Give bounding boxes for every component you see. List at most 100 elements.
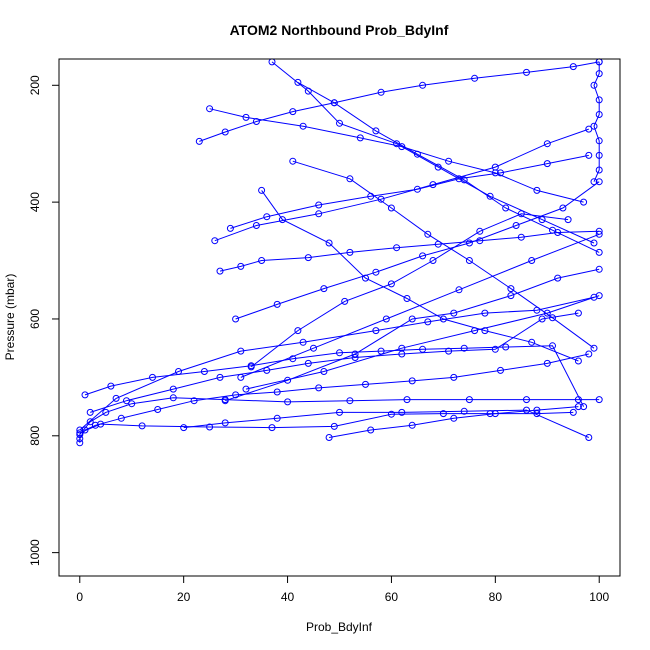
data-point bbox=[590, 344, 598, 352]
data-point bbox=[76, 426, 84, 434]
data-point bbox=[268, 424, 276, 432]
x-axis-label: Prob_BdyInf bbox=[306, 620, 373, 634]
series-line bbox=[79, 411, 574, 434]
data-point bbox=[585, 350, 593, 358]
series-19 bbox=[325, 403, 582, 441]
data-point bbox=[491, 163, 499, 171]
data-point bbox=[325, 239, 333, 247]
data-point bbox=[195, 137, 203, 145]
data-point bbox=[439, 315, 447, 323]
series-21 bbox=[289, 157, 598, 352]
data-point bbox=[559, 204, 567, 212]
data-point bbox=[346, 397, 354, 405]
data-point bbox=[346, 175, 354, 183]
x-tick-label: 0 bbox=[76, 590, 83, 604]
data-point bbox=[580, 198, 588, 206]
data-point bbox=[502, 343, 510, 351]
data-point bbox=[242, 113, 250, 121]
data-point bbox=[112, 394, 120, 402]
series-12 bbox=[247, 210, 572, 371]
data-point bbox=[289, 157, 297, 165]
data-point bbox=[574, 309, 582, 317]
data-point bbox=[273, 414, 281, 422]
data-point bbox=[590, 81, 598, 89]
data-point bbox=[497, 366, 504, 374]
data-point bbox=[237, 262, 245, 270]
series-line bbox=[261, 190, 579, 362]
series-line bbox=[225, 268, 600, 402]
data-point bbox=[117, 414, 125, 422]
data-point bbox=[200, 368, 208, 375]
data-point bbox=[320, 285, 328, 293]
series-line bbox=[240, 233, 600, 378]
data-point bbox=[481, 327, 489, 335]
data-point bbox=[429, 257, 437, 264]
data-point bbox=[382, 315, 390, 323]
series-line bbox=[183, 409, 590, 438]
data-point bbox=[523, 68, 530, 76]
data-point bbox=[330, 99, 338, 107]
data-point bbox=[81, 426, 89, 434]
data-point bbox=[595, 230, 603, 238]
data-point bbox=[533, 186, 541, 194]
data-point bbox=[481, 309, 489, 317]
data-point bbox=[102, 408, 110, 416]
series-11 bbox=[232, 178, 603, 323]
series-line bbox=[292, 160, 595, 349]
data-point bbox=[232, 391, 240, 399]
data-point bbox=[107, 382, 115, 390]
data-point bbox=[320, 368, 328, 375]
series-line bbox=[250, 213, 569, 368]
data-point bbox=[346, 248, 354, 256]
data-point bbox=[538, 216, 546, 224]
data-point bbox=[273, 300, 281, 308]
data-point bbox=[315, 210, 323, 218]
data-point bbox=[595, 248, 603, 256]
data-point bbox=[595, 96, 603, 104]
data-point bbox=[81, 391, 89, 399]
x-tick-label: 40 bbox=[281, 590, 295, 604]
data-point bbox=[543, 160, 551, 168]
data-point bbox=[528, 257, 536, 264]
data-point bbox=[450, 309, 458, 317]
data-point bbox=[398, 408, 406, 416]
data-point bbox=[465, 257, 473, 264]
data-point bbox=[216, 267, 224, 275]
data-point bbox=[356, 134, 364, 142]
data-point bbox=[517, 233, 525, 241]
data-point bbox=[538, 315, 546, 323]
data-point bbox=[590, 122, 598, 130]
series-line bbox=[593, 61, 600, 182]
chart-title: ATOM2 Northbound Prob_BdyInf bbox=[230, 22, 449, 38]
data-point bbox=[206, 105, 214, 113]
data-point bbox=[398, 344, 406, 352]
data-point bbox=[486, 192, 494, 200]
data-point bbox=[169, 385, 177, 393]
data-point bbox=[419, 252, 427, 260]
data-point bbox=[450, 414, 458, 422]
series-line bbox=[271, 61, 595, 244]
data-point bbox=[476, 227, 484, 235]
data-point bbox=[595, 292, 603, 300]
series-20 bbox=[180, 406, 593, 441]
data-point bbox=[439, 410, 447, 418]
axes: 0 20 40 60 80 100 200 400 600 800 1000 bbox=[28, 75, 610, 604]
y-tick-label: 1000 bbox=[28, 539, 42, 566]
data-point bbox=[543, 309, 551, 317]
data-point bbox=[595, 178, 603, 186]
data-point bbox=[408, 421, 416, 429]
data-point bbox=[377, 88, 385, 96]
y-axis-label: Pressure (mbar) bbox=[3, 274, 17, 361]
x-tick-label: 60 bbox=[385, 590, 399, 604]
data-point bbox=[564, 216, 572, 224]
data-point bbox=[169, 394, 177, 402]
data-point bbox=[310, 344, 317, 352]
data-point bbox=[595, 265, 603, 273]
data-point bbox=[554, 274, 562, 282]
series-line bbox=[79, 296, 595, 431]
data-point bbox=[97, 420, 105, 428]
data-point bbox=[408, 315, 416, 323]
data-point bbox=[585, 434, 593, 441]
data-point bbox=[221, 128, 229, 136]
data-point bbox=[206, 423, 214, 431]
